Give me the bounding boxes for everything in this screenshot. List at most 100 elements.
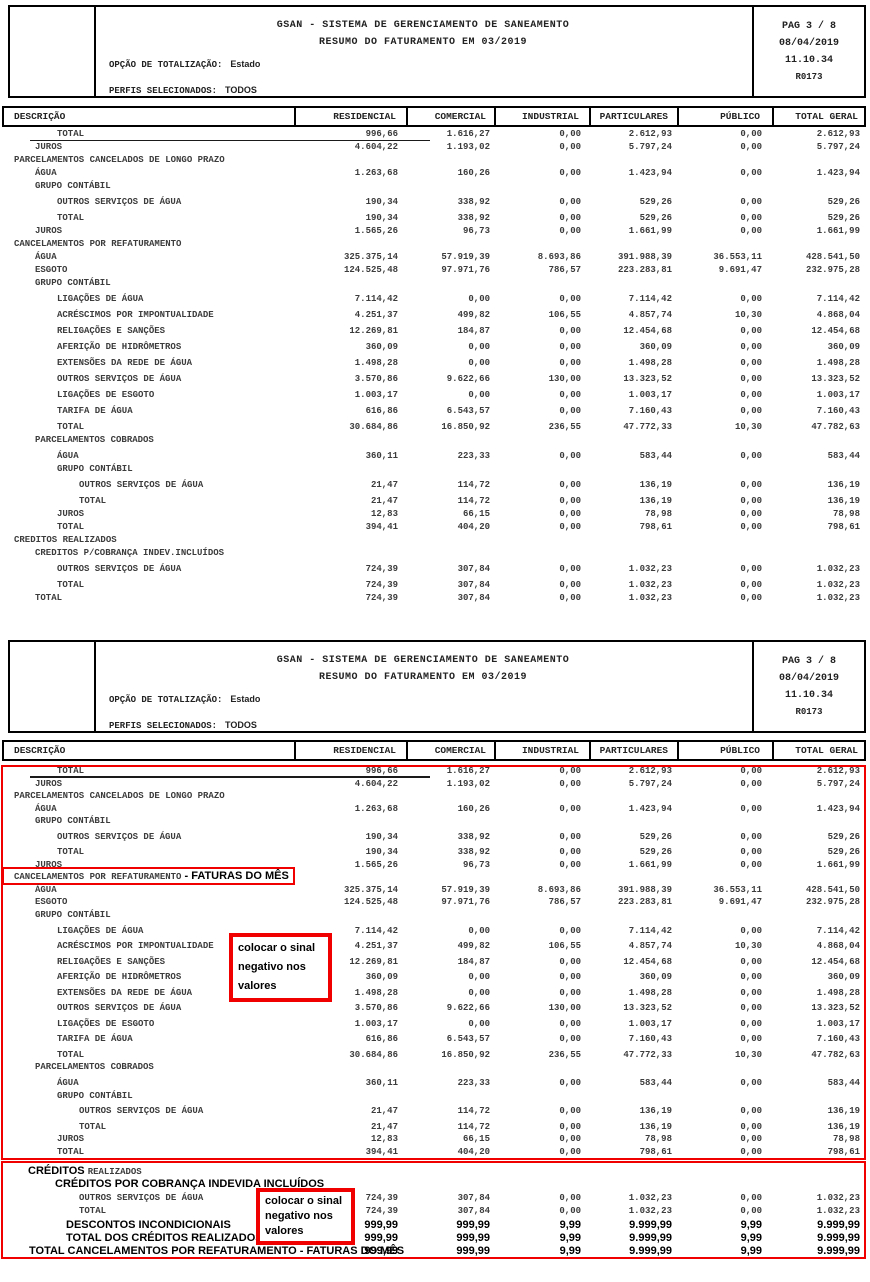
- table-row: DESCONTOS INCONDICIONAIS 999,99 999,99 9,99…: [2, 1218, 866, 1231]
- row-value: 0,00: [740, 1034, 762, 1045]
- table-row: GRUPO CONTÁBIL: [2, 815, 866, 828]
- table-row: ÁGUA 360,11 223,33 0,00 583,44 0,00 583,44: [2, 1077, 866, 1090]
- table-row: OUTROS SERVIÇOS DE ÁGUA 724,39 307,84 0,00 1…: [2, 563, 866, 576]
- row-value: 0,00: [740, 956, 762, 967]
- table-row: TOTAL 724,39 307,84 0,00 1.032,23 0,00 1.032,2…: [2, 1205, 866, 1218]
- table-row: TOTAL DOS CRÉDITOS REALIZADOS 999,99 999,9…: [2, 1231, 866, 1244]
- row-value: 7.114,42: [816, 925, 860, 936]
- row-value: 21,47: [370, 1121, 398, 1132]
- row-label: CREDITOS P/COBRANÇA INDEV.INCLUÍDOS: [35, 548, 225, 558]
- row-value: 0,00: [740, 593, 762, 603]
- row-value: 36.553,11: [713, 884, 762, 895]
- row-label: CANCELAMENTOS POR REFATURAMENTO - FATURA…: [2, 867, 295, 886]
- row-value: 583,44: [827, 1078, 860, 1089]
- row-value: 0,00: [740, 847, 762, 858]
- row-value: 184,87: [457, 956, 490, 967]
- row-value: 96,73: [462, 859, 490, 870]
- row-value: 190,34: [365, 197, 398, 207]
- row-value: 5.797,24: [816, 142, 860, 152]
- row-label: ÁGUA: [35, 803, 57, 814]
- col-residencial: RESIDENCIAL: [333, 111, 396, 122]
- row-label: TOTAL: [57, 213, 85, 223]
- row-label: ACRÉSCIMOS POR IMPONTUALIDADE: [57, 310, 214, 320]
- row-label: TOTAL: [57, 1146, 85, 1157]
- profiles-label: PERFIS SELECIONADOS:: [109, 86, 218, 96]
- row-value: 2.612,93: [628, 129, 672, 139]
- table-row: EXTENSÕES DA REDE DE ÁGUA 1.498,28 0,00 0,0…: [2, 357, 866, 370]
- row-value: 404,20: [457, 522, 490, 532]
- row-value: 798,61: [639, 1146, 672, 1157]
- report-code: R0173: [795, 72, 823, 82]
- row-value: 4.857,74: [628, 310, 672, 320]
- row-value: 1.616,27: [446, 129, 490, 139]
- row-value: 0,00: [740, 564, 762, 574]
- row-value: 3.570,86: [354, 374, 398, 384]
- table-row: EXTENSÕES DA REDE DE ÁGUA 1.498,28 0,00 0,0…: [2, 987, 866, 1000]
- row-label: EXTENSÕES DA REDE DE ÁGUA: [57, 987, 193, 998]
- report-code: R0173: [795, 707, 823, 717]
- col-comercial: COMERCIAL: [434, 111, 486, 122]
- table-row: RELIGAÇÕES E SANÇÕES 12.269,81 184,87 0,00 1…: [2, 325, 866, 338]
- row-value: 9,99: [740, 1232, 762, 1244]
- row-value: 0,00: [740, 294, 762, 304]
- row-value: 391.988,39: [617, 884, 672, 895]
- row-value: 190,34: [365, 847, 398, 858]
- row-label: PARCELAMENTOS COBRADOS: [35, 1062, 154, 1073]
- table-row: OUTROS SERVIÇOS DE ÁGUA 724,39 307,84 0,00 1…: [2, 1192, 866, 1205]
- row-value: 0,00: [740, 197, 762, 207]
- row-value: 999,99: [364, 1219, 398, 1231]
- table-row: OUTROS SERVIÇOS DE ÁGUA 190,34 338,92 0,00 5…: [2, 196, 866, 209]
- table-row: OUTROS SERVIÇOS DE ÁGUA 21,47 114,72 0,00 13…: [2, 479, 866, 492]
- table-row: TOTAL 724,39 307,84 0,00 1.032,23 0,00 1.032,2…: [2, 592, 866, 605]
- col-total-geral: TOTAL GERAL: [795, 745, 858, 756]
- row-label: ESGOTO: [35, 897, 68, 908]
- row-value: 0,00: [740, 766, 762, 776]
- row-value: 0,00: [740, 509, 762, 519]
- row-value: 360,11: [365, 451, 398, 461]
- table-row: PARCELAMENTOS COBRADOS: [2, 434, 866, 447]
- col-comercial: COMERCIAL: [434, 745, 486, 756]
- row-value: 0,00: [559, 509, 581, 519]
- profiles-label: PERFIS SELECIONADOS:: [109, 721, 218, 731]
- row-value: 798,61: [827, 522, 860, 532]
- annotation-note-1: colocar o sinal negativo nos valores: [229, 933, 332, 1002]
- row-value: 529,26: [639, 197, 672, 207]
- row-value: 529,26: [827, 831, 860, 842]
- row-value: 0,00: [740, 390, 762, 400]
- row-label: GRUPO CONTÁBIL: [35, 816, 111, 827]
- row-value: 724,39: [365, 580, 398, 590]
- profiles-selected: PERFIS SELECIONADOS: TODOS: [109, 720, 257, 731]
- row-value: 10,30: [734, 941, 762, 952]
- table-row: GRUPO CONTÁBIL: [2, 180, 866, 193]
- row-value: 47.772,33: [623, 422, 672, 432]
- row-label: GRUPO CONTÁBIL: [35, 278, 111, 288]
- row-value: 0,00: [740, 522, 762, 532]
- row-value: 0,00: [740, 987, 762, 998]
- row-label: PARCELAMENTOS CANCELADOS DE LONGO PRAZO: [14, 155, 225, 165]
- row-value: 5.797,24: [628, 778, 672, 789]
- row-value: 12.454,68: [623, 956, 672, 967]
- row-label: JUROS: [35, 778, 63, 789]
- row-value: 325.375,14: [343, 252, 398, 262]
- row-value: 106,55: [548, 310, 581, 320]
- row-value: 583,44: [639, 1078, 672, 1089]
- row-value: 7.114,42: [354, 925, 398, 936]
- page-number: PAG 3 / 8: [781, 21, 836, 32]
- row-value: 130,00: [548, 374, 581, 384]
- row-label: JUROS: [57, 509, 85, 519]
- page-number: PAG 3 / 8: [781, 656, 836, 667]
- row-label: GRUPO CONTÁBIL: [57, 464, 133, 474]
- row-value: 583,44: [827, 451, 860, 461]
- row-label: ÁGUA: [35, 884, 57, 895]
- row-value: 1.498,28: [354, 987, 398, 998]
- row-value: 0,00: [468, 925, 490, 936]
- table-row: LIGAÇÕES DE ÁGUA 7.114,42 0,00 0,00 7.114,42…: [2, 925, 866, 938]
- row-label: AFERIÇÃO DE HIDRÔMETROS: [57, 342, 182, 352]
- row-value: 66,15: [462, 509, 490, 519]
- col-particulares: PARTICULARES: [599, 111, 668, 122]
- table-row: PARCELAMENTOS COBRADOS: [2, 1061, 866, 1074]
- profiles-selected: PERFIS SELECIONADOS: TODOS: [109, 85, 257, 96]
- row-value: 10,30: [734, 422, 762, 432]
- row-label: TOTAL: [35, 593, 63, 603]
